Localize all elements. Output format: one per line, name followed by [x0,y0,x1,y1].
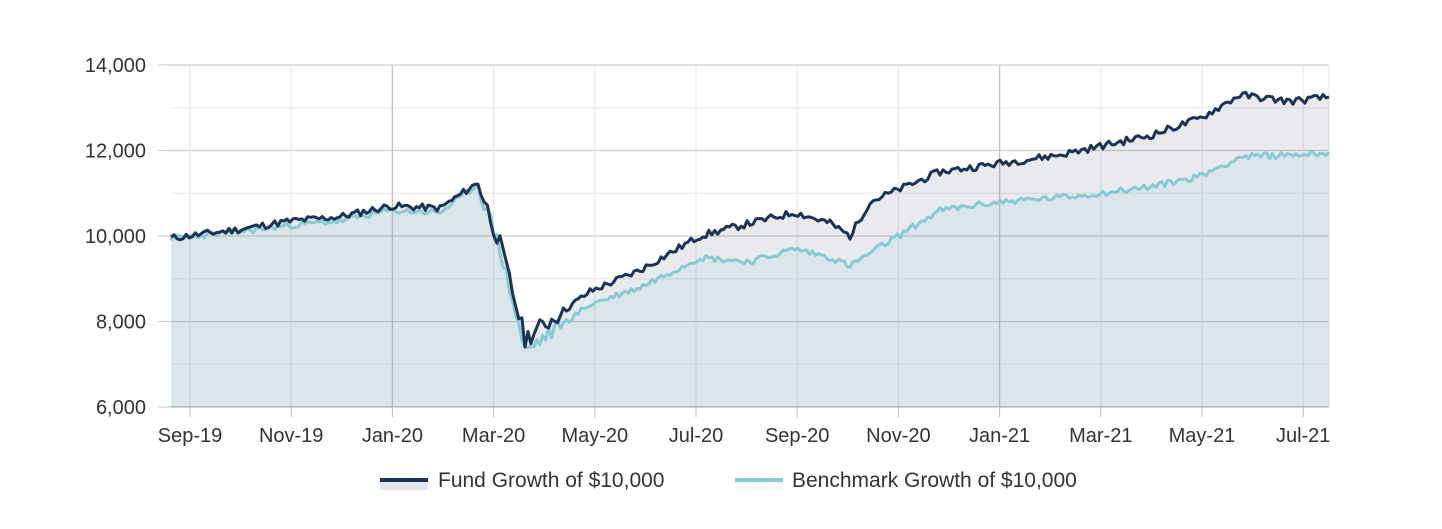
y-tick-label: 8,000 [96,312,146,334]
fund-line [170,90,1330,349]
x-tick-label: Mar-20 [462,425,525,447]
legend-fund-label: Fund Growth of $10,000 [438,469,664,492]
x-tick-label: May-20 [561,425,628,447]
axes: 6,000 8,000 10,000 12,000 14,000 Sep-19 Nov-19… [85,55,1331,447]
gridlines [158,64,1330,417]
x-tick-label: Mar-21 [1069,425,1132,447]
x-tick-label: Nov-19 [259,425,323,447]
x-tick-label: Sep-19 [158,425,223,447]
y-tick-label: 10,000 [85,226,146,248]
x-tick-label: Jan-21 [969,425,1030,447]
x-tick-label: Nov-20 [866,425,930,447]
y-tick-label: 6,000 [96,397,146,419]
x-tick-label: Jul-20 [669,425,723,447]
series-lines [169,90,1331,349]
x-tick-label: Sep-20 [765,425,830,447]
x-tick-label: Jul-21 [1276,425,1330,447]
legend: Fund Growth of $10,000 Benchmark Growth o… [380,469,1077,492]
y-tick-label: 14,000 [85,55,146,77]
y-tick-label: 12,000 [85,141,146,163]
x-tick-label: Jan-20 [362,425,423,447]
fund-area [171,92,1329,408]
benchmark-area [171,150,1329,408]
benchmark-line [169,149,1331,349]
x-tick-label: May-21 [1169,425,1236,447]
series-areas [171,92,1329,408]
legend-benchmark-label: Benchmark Growth of $10,000 [792,469,1077,492]
